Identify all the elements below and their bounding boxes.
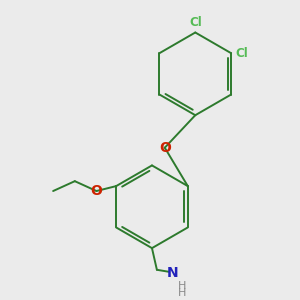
Text: N: N: [167, 266, 178, 280]
Text: H: H: [178, 289, 186, 298]
Text: Cl: Cl: [235, 47, 248, 60]
Text: H: H: [178, 280, 186, 291]
Text: Cl: Cl: [189, 16, 202, 28]
Text: O: O: [159, 141, 171, 155]
Text: O: O: [91, 184, 102, 198]
